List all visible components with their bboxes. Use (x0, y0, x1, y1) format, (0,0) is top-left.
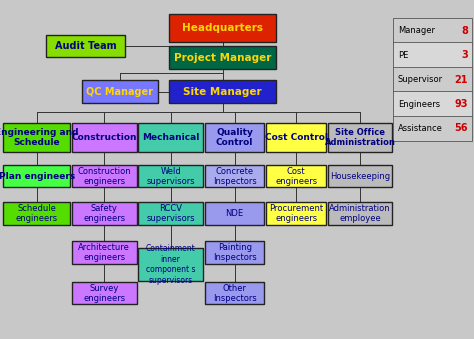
Text: Cost Control: Cost Control (265, 133, 328, 142)
FancyBboxPatch shape (3, 165, 70, 187)
FancyBboxPatch shape (138, 123, 203, 152)
Text: Weld
supervisors: Weld supervisors (146, 166, 195, 186)
Text: Containment
inner
component s
supervisors: Containment inner component s supervisor… (146, 244, 195, 284)
Text: 56: 56 (455, 123, 468, 134)
FancyBboxPatch shape (393, 42, 472, 68)
FancyBboxPatch shape (328, 202, 392, 225)
Text: Manager: Manager (398, 26, 435, 35)
Text: Plan engineers: Plan engineers (0, 172, 75, 181)
Text: Other
Inspectors: Other Inspectors (213, 283, 256, 303)
FancyBboxPatch shape (266, 165, 326, 187)
Text: Site Manager: Site Manager (183, 86, 262, 97)
Text: 21: 21 (455, 75, 468, 85)
FancyBboxPatch shape (138, 165, 203, 187)
FancyBboxPatch shape (205, 202, 264, 225)
Text: Construction
engineers: Construction engineers (77, 166, 131, 186)
FancyBboxPatch shape (205, 241, 264, 264)
Text: Supervisor: Supervisor (398, 75, 443, 84)
FancyBboxPatch shape (3, 202, 70, 225)
Text: Safety
engineers: Safety engineers (83, 204, 125, 223)
FancyBboxPatch shape (72, 282, 137, 304)
Text: Cost
engineers: Cost engineers (275, 166, 317, 186)
FancyBboxPatch shape (169, 46, 276, 69)
Text: 3: 3 (461, 50, 468, 60)
Text: Headquarters: Headquarters (182, 23, 263, 33)
FancyBboxPatch shape (266, 202, 326, 225)
Text: Assistance: Assistance (398, 124, 443, 133)
FancyBboxPatch shape (72, 241, 137, 264)
Text: Audit Team: Audit Team (55, 41, 116, 51)
FancyBboxPatch shape (205, 123, 264, 152)
FancyBboxPatch shape (393, 91, 472, 117)
Text: 8: 8 (461, 26, 468, 36)
Text: Architecture
engineers: Architecture engineers (78, 243, 130, 262)
Text: QC Manager: QC Manager (86, 86, 153, 97)
FancyBboxPatch shape (138, 248, 203, 281)
FancyBboxPatch shape (169, 80, 276, 103)
FancyBboxPatch shape (72, 123, 137, 152)
FancyBboxPatch shape (46, 35, 125, 57)
FancyBboxPatch shape (3, 123, 70, 152)
FancyBboxPatch shape (205, 165, 264, 187)
FancyBboxPatch shape (266, 123, 326, 152)
Text: Mechanical: Mechanical (142, 133, 200, 142)
Text: Painting
Inspectors: Painting Inspectors (213, 243, 256, 262)
FancyBboxPatch shape (72, 165, 137, 187)
Text: PE: PE (398, 51, 408, 60)
Text: Procurement
engineers: Procurement engineers (269, 204, 323, 223)
Text: Administration
employee: Administration employee (329, 204, 391, 223)
FancyBboxPatch shape (138, 202, 203, 225)
FancyBboxPatch shape (393, 18, 472, 44)
Text: Concrete
Inspectors: Concrete Inspectors (213, 166, 256, 186)
FancyBboxPatch shape (328, 123, 392, 152)
FancyBboxPatch shape (205, 282, 264, 304)
FancyBboxPatch shape (393, 67, 472, 93)
FancyBboxPatch shape (328, 165, 392, 187)
Text: RCCV
supervisors: RCCV supervisors (146, 204, 195, 223)
Text: Housekeeping: Housekeeping (330, 172, 390, 181)
Text: Engineering and
Schedule: Engineering and Schedule (0, 127, 79, 147)
FancyBboxPatch shape (72, 202, 137, 225)
Text: Construction: Construction (72, 133, 137, 142)
Text: NDE: NDE (226, 209, 244, 218)
FancyBboxPatch shape (82, 80, 158, 103)
Text: Engineers: Engineers (398, 100, 440, 108)
FancyBboxPatch shape (169, 14, 276, 42)
Text: Schedule
engineers: Schedule engineers (16, 204, 58, 223)
FancyBboxPatch shape (393, 116, 472, 141)
Text: Survey
engineers: Survey engineers (83, 283, 125, 303)
Text: Site Office
Administration: Site Office Administration (325, 127, 396, 147)
Text: Project Manager: Project Manager (174, 53, 272, 63)
Text: 93: 93 (455, 99, 468, 109)
Text: Quality
Control: Quality Control (216, 127, 253, 147)
